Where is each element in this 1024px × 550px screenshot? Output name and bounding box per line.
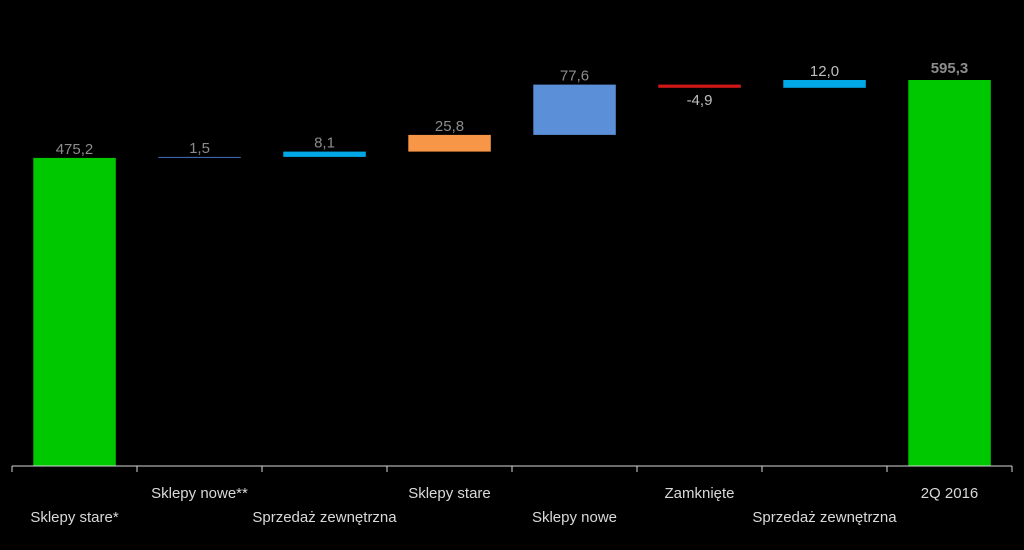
data-label-7: 12,0 bbox=[810, 63, 839, 80]
data-label-1: 475,2 bbox=[56, 141, 94, 158]
data-label-6: -4,9 bbox=[687, 92, 713, 109]
category-label-1: Sklepy stare* bbox=[30, 509, 119, 526]
bar-2 bbox=[158, 156, 241, 158]
bar-1 bbox=[33, 157, 116, 466]
data-label-5: 77,6 bbox=[560, 68, 589, 85]
category-label-7: Sprzedaż zewnętrzna bbox=[752, 509, 897, 526]
bar-8 bbox=[908, 80, 991, 466]
data-label-3: 8,1 bbox=[314, 135, 335, 152]
data-label-4: 25,8 bbox=[435, 118, 464, 135]
category-label-4: Sklepy stare bbox=[408, 485, 491, 502]
bar-5 bbox=[533, 84, 616, 135]
bar-4 bbox=[408, 134, 491, 152]
chart-bars bbox=[33, 80, 991, 466]
data-label-8: 595,3 bbox=[931, 60, 969, 77]
bar-7 bbox=[783, 80, 866, 88]
bar-3 bbox=[283, 151, 366, 157]
data-label-2: 1,5 bbox=[189, 140, 210, 157]
category-label-3: Sprzedaż zewnętrzna bbox=[252, 509, 397, 526]
category-label-8: 2Q 2016 bbox=[921, 485, 979, 502]
category-label-5: Sklepy nowe bbox=[532, 509, 617, 526]
category-label-6: Zamknięte bbox=[664, 485, 734, 502]
x-axis-ticks bbox=[11, 466, 1013, 472]
x-axis-category-labels: Sklepy stare*Sklepy nowe**Sprzedaż zewnę… bbox=[30, 485, 978, 526]
bar-6 bbox=[658, 84, 741, 88]
category-label-2: Sklepy nowe** bbox=[151, 485, 248, 502]
chart-value-labels: 475,2 1,5 8,1 25,8 77,6 -4,9 12,0 595,3 bbox=[56, 60, 969, 158]
